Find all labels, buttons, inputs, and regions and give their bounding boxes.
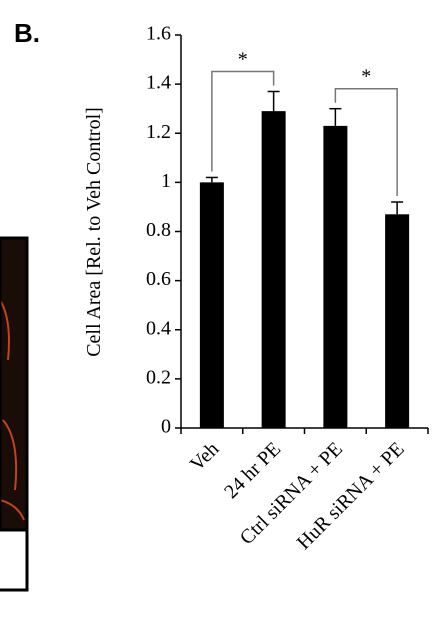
bar: [200, 182, 224, 428]
bar: [262, 111, 286, 428]
significance-label: *: [238, 48, 248, 70]
y-tick-label: 1.4: [146, 72, 171, 94]
inset-box: [0, 530, 27, 590]
y-tick-label: 0.6: [146, 268, 171, 290]
bar: [385, 214, 409, 428]
x-tick-label: HuR siRNA + PE: [293, 438, 409, 554]
y-tick-label: 1.2: [146, 121, 171, 143]
micrograph: [0, 238, 27, 530]
y-tick-label: 0: [161, 416, 171, 438]
figure: B. Cell Area [Rel. to Veh Control] 0 0.2 0…: [0, 0, 440, 628]
x-tick-label: Veh: [186, 438, 224, 476]
significance-label: *: [361, 66, 371, 88]
y-axis-label: Cell Area [Rel. to Veh Control]: [83, 107, 105, 357]
bar: [323, 126, 347, 428]
y-tick-label: 0.2: [146, 366, 171, 388]
y-tick-label: 1: [161, 170, 171, 192]
y-tick-label: 0.4: [146, 317, 171, 339]
panel-label: B.: [14, 18, 40, 48]
y-tick-label: 1.6: [146, 23, 171, 45]
y-tick-label: 0.8: [146, 219, 171, 241]
